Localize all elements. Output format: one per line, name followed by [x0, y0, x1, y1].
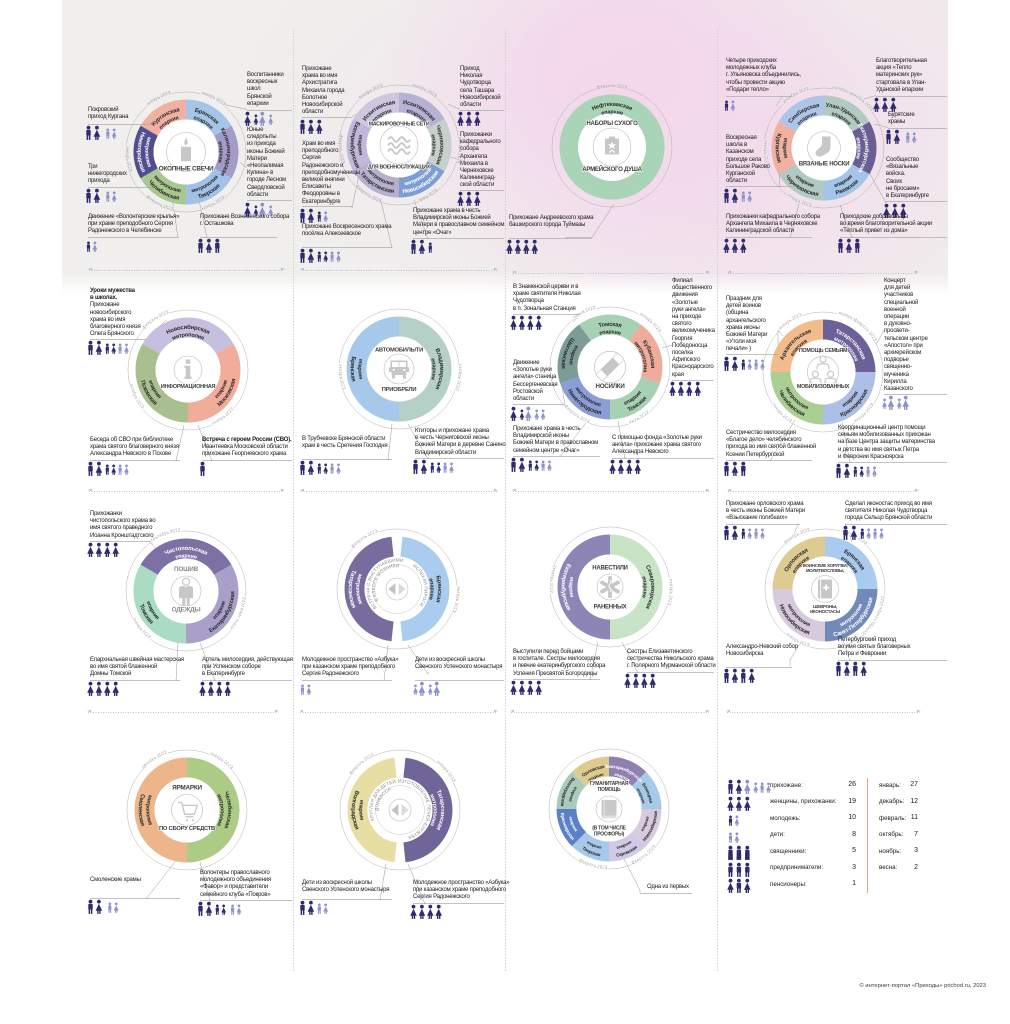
svg-text:митрополия: митрополия [215, 793, 224, 827]
svg-text:НОСИЛКИ: НОСИЛКИ [595, 383, 625, 390]
svg-text:Екатеринбургская: Екатеринбургская [349, 120, 361, 169]
svg-text:епархия: епархия [356, 134, 363, 156]
svg-text:митрополия: митрополия [171, 332, 205, 341]
svg-text:епархия: епархия [616, 839, 633, 850]
svg-text:ШЕВРОНЫ,: ШЕВРОНЫ, [813, 604, 837, 609]
svg-text:Волгоградская: Волгоградская [350, 789, 360, 830]
svg-text:епархия: епархия [567, 344, 579, 365]
svg-text:Екатеринбургская: Екатеринбургская [560, 562, 572, 611]
svg-text:ПРОСФОРЫ): ПРОСФОРЫ) [594, 832, 625, 838]
svg-text:епархия: епархия [599, 329, 622, 337]
svg-text:епархия: епархия [567, 576, 574, 598]
svg-text:НАВЕСТИЛИ: НАВЕСТИЛИ [592, 566, 627, 572]
svg-text:Североморская: Североморская [644, 564, 655, 609]
svg-text:епархия: епархия [635, 787, 646, 805]
svg-text:ПОМОЩЬ: ПОМОЩЬ [598, 787, 621, 793]
svg-text:Владимирская: Владимирская [433, 348, 444, 391]
svg-text:ОКОПНЫЕ СВЕЧИ: ОКОПНЫЕ СВЕЧИ [159, 166, 214, 173]
svg-text:ВЯЗАНЫЕ НОСКИ: ВЯЗАНЫЕ НОСКИ [799, 162, 850, 168]
svg-text:январь 2023: январь 2023 [763, 140, 771, 167]
svg-text:января 2023: января 2023 [338, 364, 347, 390]
svg-text:ДЛЯ ВОЕННОСЛУЖАЩИХ: ДЛЯ ВОЕННОСЛУЖАЩИХ [368, 165, 431, 171]
svg-text:январь 2023: январь 2023 [125, 146, 133, 172]
svg-text:епархия: епархия [640, 576, 648, 599]
svg-text:епархия: епархия [639, 815, 650, 832]
svg-text:МОЛИТВОСЛОВЫ,: МОЛИТВОСЛОВЫ, [806, 568, 844, 573]
svg-text:епархия: епархия [781, 137, 788, 159]
svg-text:февраль 2023: февраль 2023 [596, 83, 628, 90]
svg-text:Татарстанская: Татарстанская [435, 789, 446, 831]
svg-text:Брянская: Брянская [434, 575, 442, 603]
svg-text:епархия: епархия [429, 134, 437, 157]
svg-text:Нефтекамская: Нефтекамская [591, 102, 633, 113]
svg-text:Томская: Томская [598, 322, 622, 329]
svg-text:епархия: епархия [568, 816, 579, 833]
svg-text:митрополия: митрополия [428, 793, 437, 827]
svg-text:Татарстанская: Татарстанская [347, 569, 357, 609]
svg-text:АВТОМОБИЛЬ/ТИ: АВТОМОБИЛЬ/ТИ [375, 348, 423, 354]
svg-text:ПОШИВ: ПОШИВ [174, 566, 199, 573]
svg-text:Смоленская: Смоленская [137, 793, 146, 827]
svg-text:АРМЕЙСКОГО ДУША: АРМЕЙСКОГО ДУША [582, 165, 642, 173]
svg-text:митрополия: митрополия [144, 794, 153, 826]
svg-text:января 2023: января 2023 [455, 137, 463, 165]
svg-text:епархия: епархия [356, 358, 363, 380]
svg-text:январь 2023: январь 2023 [666, 579, 674, 607]
svg-text:Нижегородская: Нижегородская [136, 131, 146, 174]
svg-text:Чистопольская: Чистопольская [164, 546, 208, 557]
svg-text:декабрь 2022: декабрь 2022 [549, 565, 558, 594]
svg-text:епархия: епархия [587, 772, 605, 783]
svg-text:Черняховская: Черняховская [434, 125, 444, 166]
svg-text:январь 2023: январь 2023 [451, 586, 461, 613]
svg-text:ВОИНСКИЕ ХОРУГВИ,: ВОИНСКИЕ ХОРУГВИ, [803, 563, 848, 568]
svg-text:ГУМАНИТАРНАЯ: ГУМАНИТАРНАЯ [590, 781, 629, 787]
svg-text:ПОМОЩЬ СЕМЬЯМ: ПОМОЩЬ СЕМЬЯМ [799, 348, 848, 354]
svg-text:епархия: епархия [175, 553, 198, 561]
svg-text:епархия: епархия [429, 358, 437, 381]
svg-text:Курганская: Курганская [774, 132, 782, 163]
svg-text:ИКОНОСТАСЫ: ИКОНОСТАСЫ [810, 609, 841, 614]
svg-text:епархия: епархия [601, 109, 624, 117]
svg-text:ИНФОРМАЦИОННАЯ: ИНФОРМАЦИОННАЯ [161, 384, 216, 390]
svg-text:епархия: епархия [568, 786, 579, 803]
svg-text:епархия: епархия [427, 578, 435, 601]
svg-text:митрополия: митрополия [354, 573, 363, 605]
svg-text:МАСКИРОВОЧНЫЕ СЕТИ: МАСКИРОВОЧНЫЕ СЕТИ [369, 122, 430, 128]
svg-text:епархия: епархия [854, 137, 862, 160]
svg-text:НАБОРЫ СУХОГО: НАБОРЫ СУХОГО [586, 120, 638, 127]
svg-text:епархия: епархия [586, 839, 603, 850]
svg-text:ЯРМАРКИ: ЯРМАРКИ [172, 785, 202, 792]
svg-text:епархия: епархия [216, 141, 224, 164]
svg-text:епархия: епархия [357, 799, 364, 821]
svg-text:ноябрь 2022: ноябрь 2022 [454, 364, 463, 392]
svg-text:РАНЕННЫХ: РАНЕННЫХ [594, 605, 627, 611]
svg-text:ОДЕЖДЫ: ОДЕЖДЫ [172, 607, 201, 614]
svg-text:ПО СБОРУ СРЕДСТВ: ПО СБОРУ СРЕДСТВ [159, 826, 215, 832]
svg-text:февраль 2023: февраль 2023 [338, 134, 346, 164]
svg-text:ПРИОБРЕЛИ: ПРИОБРЕЛИ [382, 387, 417, 393]
svg-text:(В ТОМ ЧИСЛЕ: (В ТОМ ЧИСЛЕ [592, 826, 626, 832]
svg-text:МОБИЛИЗОВАННЫХ: МОБИЛИЗОВАННЫХ [797, 384, 850, 390]
svg-text:Брянская: Брянская [349, 356, 357, 383]
svg-text:Челябинская: Челябинская [222, 791, 233, 829]
svg-text:Тверская: Тверская [581, 846, 601, 858]
svg-text:епархия: епархия [614, 772, 632, 783]
svg-text:митрополия: митрополия [143, 136, 152, 168]
